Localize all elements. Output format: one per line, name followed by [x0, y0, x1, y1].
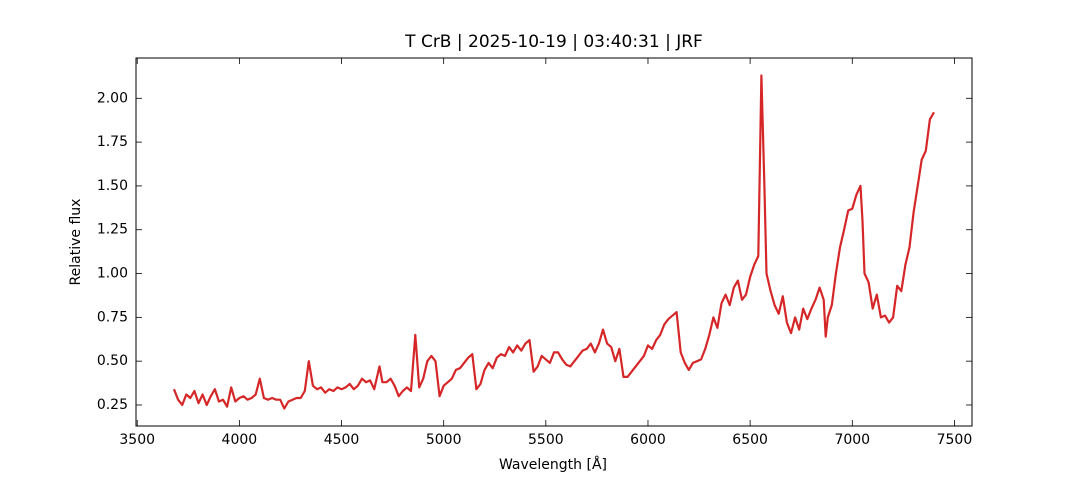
- x-tick-label: 4500: [324, 432, 360, 448]
- y-tick-label: 0.75: [97, 309, 128, 325]
- y-tick-label: 0.50: [97, 353, 128, 369]
- y-tick-label: 2.00: [97, 90, 128, 106]
- y-tick-label: 1.25: [97, 222, 128, 238]
- x-tick-label: 7000: [834, 432, 870, 448]
- x-tick-label: 7500: [937, 432, 973, 448]
- y-tick-label: 1.75: [97, 134, 128, 150]
- spectrum-line: [172, 74, 935, 410]
- x-tick-label: 5500: [528, 432, 564, 448]
- plot-frame: [135, 57, 973, 427]
- x-axis-label: Wavelength [Å]: [499, 456, 607, 473]
- x-tick-label: 5000: [426, 432, 462, 448]
- x-tick-label: 3500: [119, 432, 155, 448]
- chart-title: T CrB | 2025-10-19 | 03:40:31 | JRF: [404, 32, 703, 52]
- x-tick-label: 6500: [732, 432, 768, 448]
- y-tick-label: 1.50: [97, 178, 128, 194]
- x-tick-label: 6000: [630, 432, 666, 448]
- y-axis-label: Relative flux: [68, 199, 84, 286]
- y-tick-label: 1.00: [97, 266, 128, 282]
- x-tick-label: 4000: [222, 432, 258, 448]
- y-tick-label: 0.25: [97, 397, 128, 413]
